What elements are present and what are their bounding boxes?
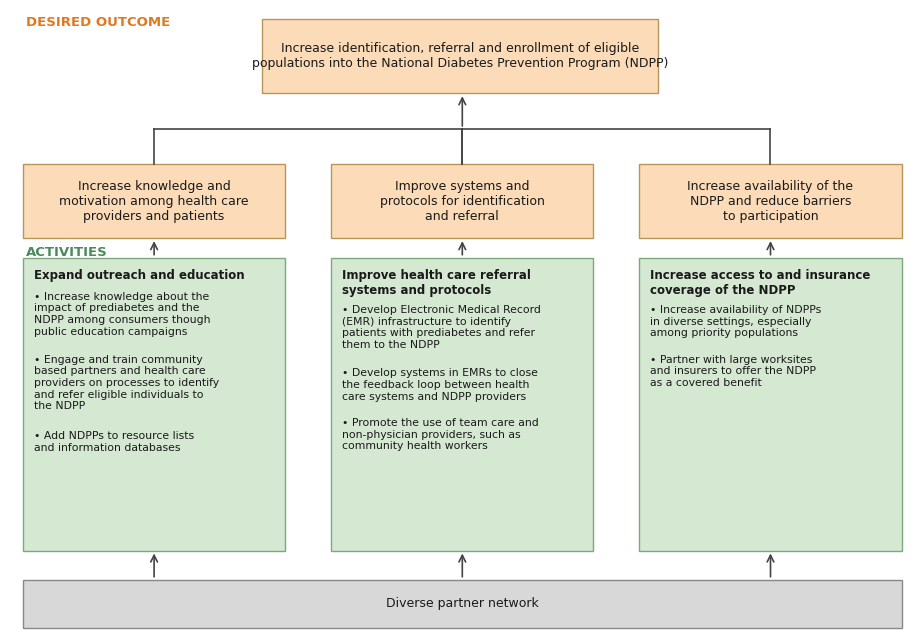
Text: • Promote the use of team care and
non-physician providers, such as
community he: • Promote the use of team care and non-p… (342, 418, 539, 451)
Text: • Engage and train community
based partners and health care
providers on process: • Engage and train community based partn… (34, 355, 219, 412)
Text: ACTIVITIES: ACTIVITIES (26, 246, 108, 259)
Bar (23, 258, 285, 551)
Bar (639, 164, 901, 238)
Text: • Increase availability of NDPPs
in diverse settings, especially
among priority : • Increase availability of NDPPs in dive… (650, 305, 821, 339)
Text: Increase access to and insurance
coverage of the NDPP: Increase access to and insurance coverag… (650, 269, 870, 297)
Bar (262, 19, 657, 93)
Text: Increase knowledge and
motivation among health care
providers and patients: Increase knowledge and motivation among … (60, 180, 248, 223)
Text: Expand outreach and education: Expand outreach and education (34, 269, 244, 282)
Text: Improve systems and
protocols for identification
and referral: Improve systems and protocols for identi… (380, 180, 544, 223)
Text: Diverse partner network: Diverse partner network (385, 597, 539, 611)
Bar (23, 164, 285, 238)
Text: • Partner with large worksites
and insurers to offer the NDPP
as a covered benef: • Partner with large worksites and insur… (650, 355, 815, 388)
Text: Increase identification, referral and enrollment of eligible
populations into th: Increase identification, referral and en… (252, 43, 667, 70)
Bar (331, 164, 593, 238)
Text: Increase availability of the
NDPP and reduce barriers
to participation: Increase availability of the NDPP and re… (686, 180, 853, 223)
Text: • Develop Electronic Medical Record
(EMR) infrastructure to identify
patients wi: • Develop Electronic Medical Record (EMR… (342, 305, 540, 350)
Text: • Increase knowledge about the
impact of prediabetes and the
NDPP among consumer: • Increase knowledge about the impact of… (34, 292, 210, 337)
Text: • Add NDPPs to resource lists
and information databases: • Add NDPPs to resource lists and inform… (34, 431, 194, 453)
Text: • Develop systems in EMRs to close
the feedback loop between health
care systems: • Develop systems in EMRs to close the f… (342, 368, 538, 402)
Bar (331, 258, 593, 551)
Bar (639, 258, 901, 551)
Text: DESIRED OUTCOME: DESIRED OUTCOME (26, 16, 170, 29)
Text: Improve health care referral
systems and protocols: Improve health care referral systems and… (342, 269, 530, 297)
Bar (23, 580, 901, 628)
